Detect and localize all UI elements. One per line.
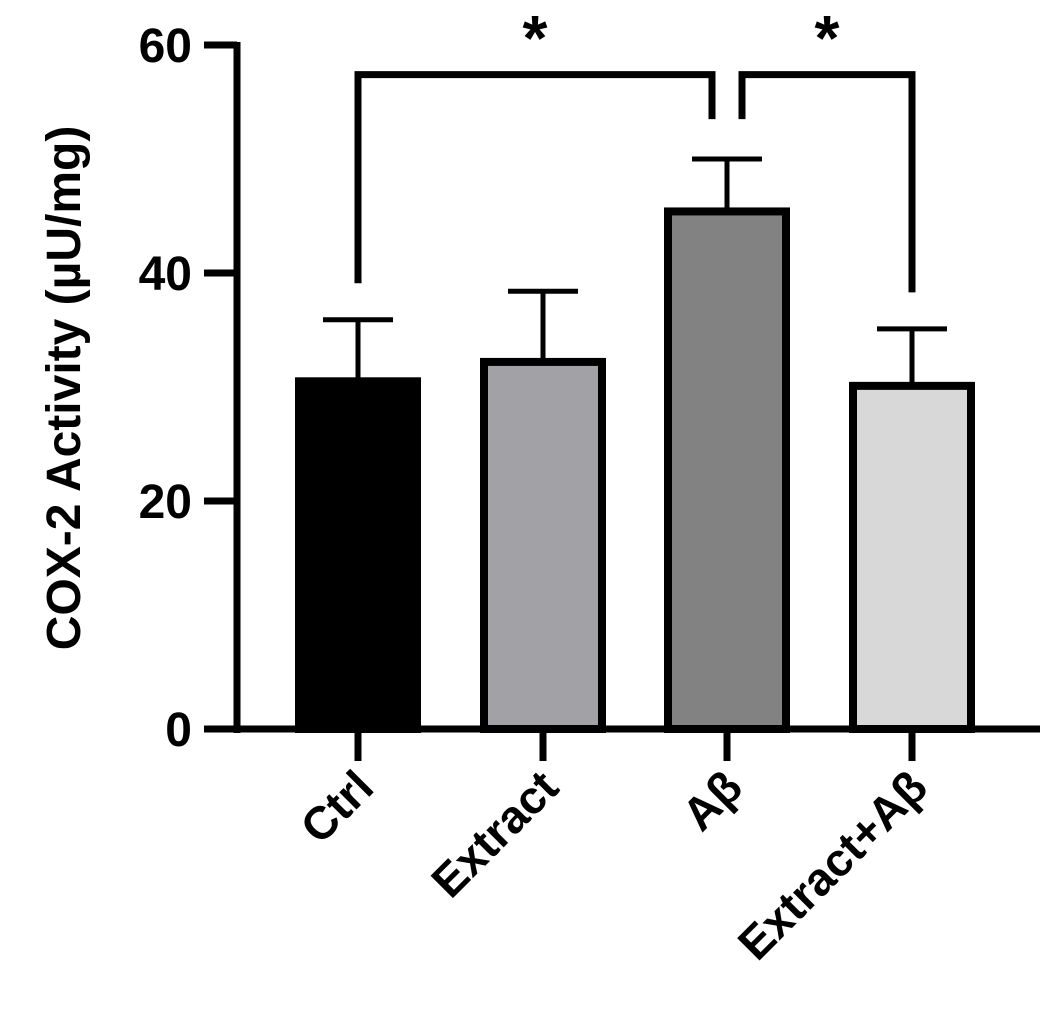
significance-bracket-0 [354, 71, 716, 284]
y-tick-label: 0 [165, 704, 192, 757]
category-label-3: Extract+Aβ [728, 760, 937, 969]
y-tick-label: 20 [139, 476, 192, 529]
significance-brackets: * * [354, 2, 916, 293]
bar-3 [849, 381, 975, 733]
category-label-1: Extract [421, 760, 568, 907]
bars [295, 207, 975, 733]
error-bars [323, 156, 947, 386]
bar-0 [295, 377, 421, 733]
bar-2 [664, 207, 790, 733]
bar-1 [480, 357, 606, 733]
y-tick-label: 60 [139, 20, 192, 73]
significance-label-1: * [815, 2, 840, 74]
significance-label-0: * [523, 2, 548, 74]
y-axis-title: COX-2 Activity (µU/mg) [38, 126, 91, 651]
category-label-0: Ctrl [290, 760, 383, 853]
category-label-2: Aβ [672, 760, 752, 840]
y-tick-label: 40 [139, 248, 192, 301]
significance-bracket-1 [738, 71, 916, 293]
